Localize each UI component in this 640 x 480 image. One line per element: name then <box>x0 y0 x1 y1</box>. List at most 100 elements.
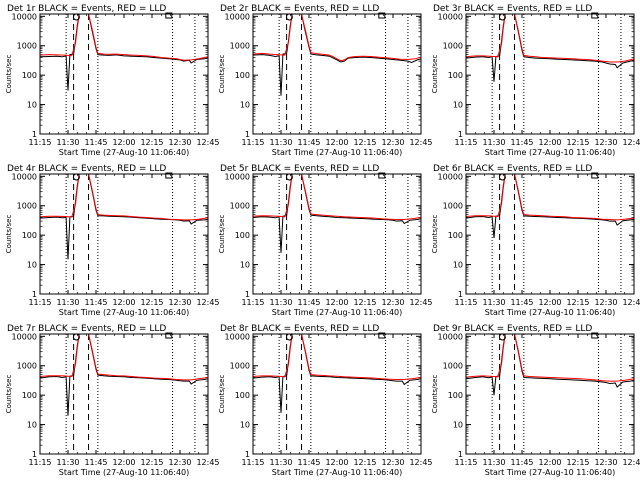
y-tick-label: 10 <box>27 261 37 270</box>
y-tick-label: 10 <box>240 101 250 110</box>
panel-title: Det 8r BLACK = Events, RED = LLD <box>220 324 379 334</box>
y-tick-label: 10 <box>27 421 37 430</box>
y-tick-label: 100 <box>448 391 463 400</box>
x-tick-label: 12:00 <box>112 298 135 307</box>
events-series-line <box>40 174 208 260</box>
y-tick-label: 10 <box>240 421 250 430</box>
x-tick-label: 12:15 <box>140 298 163 307</box>
x-tick-label: 11:30 <box>482 298 505 307</box>
panel-title: Det 4r BLACK = Events, RED = LLD <box>7 164 166 174</box>
y-tick-label: 10000 <box>225 332 250 341</box>
panel-title: Det 6r BLACK = Events, RED = LLD <box>433 164 592 174</box>
panel-det-3r: Det 3r BLACK = Events, RED = LLD 1 10 100 10… <box>431 4 640 157</box>
panel-title: Det 2r BLACK = Events, RED = LLD <box>220 4 379 14</box>
x-tick-label: 12:00 <box>538 138 561 147</box>
plot-frame <box>252 13 422 135</box>
x-tick-label: 11:45 <box>510 458 533 467</box>
panel-title: Det 1r BLACK = Events, RED = LLD <box>7 4 166 14</box>
panel-det-7r: Det 7r BLACK = Events, RED = LLD 1 10 100 10… <box>5 324 220 477</box>
flare-end-symbol <box>165 12 173 19</box>
x-tick-label: 12:45 <box>622 138 640 147</box>
y-tick-label: 100 <box>448 71 463 80</box>
x-tick-label: 12:00 <box>538 458 561 467</box>
x-tick-label: 12:15 <box>140 138 163 147</box>
x-tick-label: 11:15 <box>241 138 264 147</box>
flare-end-symbol <box>591 332 599 339</box>
x-tick-label: 12:15 <box>566 138 589 147</box>
x-axis-label: Start Time (27-Aug-10 11:06:40) <box>485 468 616 477</box>
x-tick-label: 12:45 <box>409 138 432 147</box>
lld-series-line <box>40 174 208 221</box>
x-tick-label: 12:00 <box>325 138 348 147</box>
plot-frame <box>39 13 209 135</box>
x-tick-label: 12:45 <box>196 458 219 467</box>
y-tick-label: 10 <box>453 261 463 270</box>
lld-series-line <box>466 174 634 221</box>
events-series-line <box>253 334 421 413</box>
y-tick-label: 10000 <box>225 12 250 21</box>
x-axis-label: Start Time (27-Aug-10 11:06:40) <box>272 468 403 477</box>
events-series-line <box>466 334 634 396</box>
y-tick-label: 1 <box>32 450 37 459</box>
x-tick-label: 12:30 <box>168 298 191 307</box>
x-tick-label: 12:30 <box>594 458 617 467</box>
events-series-line <box>253 174 421 253</box>
y-axis-label: Counts/sec <box>5 375 13 414</box>
x-tick-label: 11:45 <box>510 138 533 147</box>
x-tick-label: 11:15 <box>28 458 51 467</box>
events-series-line <box>466 14 634 82</box>
panel-title: Det 9r BLACK = Events, RED = LLD <box>433 324 592 334</box>
x-tick-label: 11:45 <box>297 298 320 307</box>
y-tick-label: 1 <box>458 290 463 299</box>
y-tick-label: 10 <box>453 421 463 430</box>
panel-title: Det 5r BLACK = Events, RED = LLD <box>220 164 379 174</box>
x-tick-label: 11:15 <box>241 298 264 307</box>
y-tick-label: 10000 <box>12 332 37 341</box>
y-tick-label: 100 <box>22 231 37 240</box>
x-tick-label: 11:15 <box>454 458 477 467</box>
x-tick-label: 12:45 <box>196 298 219 307</box>
x-tick-label: 12:30 <box>381 138 404 147</box>
x-tick-label: 12:30 <box>594 298 617 307</box>
x-tick-label: 12:15 <box>566 298 589 307</box>
y-tick-label: 10000 <box>12 12 37 21</box>
x-tick-label: 11:45 <box>297 458 320 467</box>
x-tick-label: 12:30 <box>168 138 191 147</box>
y-tick-label: 1000 <box>443 202 463 211</box>
y-axis-label: Counts/sec <box>431 55 439 94</box>
y-axis-label: Counts/sec <box>218 375 226 414</box>
lld-series-line <box>466 334 634 382</box>
x-tick-label: 12:15 <box>566 458 589 467</box>
y-axis-label: Counts/sec <box>5 55 13 94</box>
plot-frame <box>465 13 635 135</box>
x-tick-label: 11:30 <box>482 458 505 467</box>
y-tick-label: 1000 <box>17 42 37 51</box>
y-tick-label: 1000 <box>230 362 250 371</box>
y-tick-label: 100 <box>235 71 250 80</box>
x-tick-label: 11:45 <box>84 298 107 307</box>
flare-end-symbol <box>165 172 173 179</box>
x-tick-label: 11:15 <box>241 458 264 467</box>
y-axis-label: Counts/sec <box>431 215 439 254</box>
x-tick-label: 11:30 <box>56 138 79 147</box>
plot-frame <box>39 333 209 455</box>
x-tick-label: 12:30 <box>168 458 191 467</box>
y-tick-label: 1000 <box>230 42 250 51</box>
x-tick-label: 11:30 <box>269 458 292 467</box>
x-tick-label: 12:30 <box>381 298 404 307</box>
y-tick-label: 1000 <box>443 362 463 371</box>
y-tick-label: 1000 <box>443 42 463 51</box>
x-axis-label: Start Time (27-Aug-10 11:06:40) <box>272 148 403 157</box>
y-tick-label: 1 <box>32 130 37 139</box>
x-tick-label: 11:15 <box>454 138 477 147</box>
x-tick-label: 12:00 <box>112 458 135 467</box>
plot-frame <box>39 173 209 295</box>
plot-frame <box>465 333 635 455</box>
x-axis-label: Start Time (27-Aug-10 11:06:40) <box>485 308 616 317</box>
x-tick-label: 12:15 <box>353 138 376 147</box>
plot-frame <box>465 173 635 295</box>
x-tick-label: 11:45 <box>84 138 107 147</box>
y-tick-label: 10 <box>240 261 250 270</box>
x-tick-label: 12:00 <box>112 138 135 147</box>
